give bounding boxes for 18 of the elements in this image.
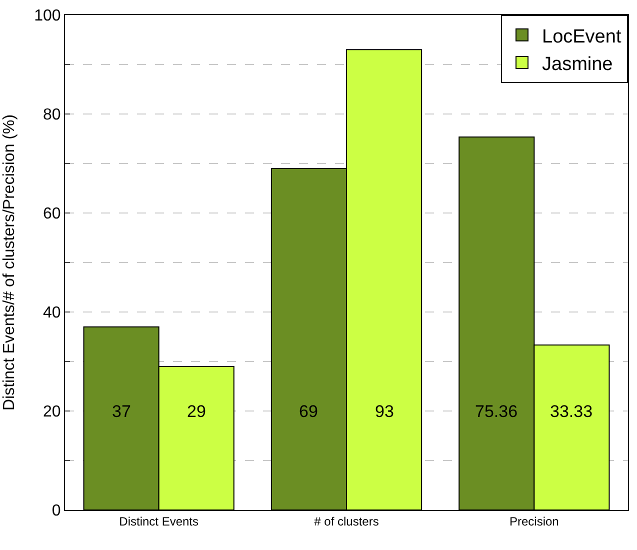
x-tick-label: Distinct Events — [119, 514, 199, 528]
data-label: 33.33 — [550, 402, 593, 421]
data-label: 75.36 — [475, 402, 518, 421]
data-label: 29 — [187, 402, 206, 421]
data-label: 37 — [112, 402, 131, 421]
legend-label: LocEvent — [542, 26, 622, 48]
y-tick-label: 0 — [52, 502, 61, 520]
y-tick-label: 40 — [43, 304, 61, 322]
y-axis-title: Distinct Events/# of clusters/Precision (%) — [0, 114, 18, 411]
data-label: 93 — [375, 402, 394, 421]
legend-label: Jasmine — [542, 54, 613, 75]
x-tick-label: # of clusters — [314, 514, 379, 528]
y-tick-label: 60 — [43, 206, 61, 223]
data-label: 69 — [299, 402, 318, 421]
y-tick-label: 100 — [34, 8, 61, 25]
y-tick-label: 20 — [43, 404, 61, 421]
y-tick-label: 80 — [43, 106, 61, 124]
x-tick-label: Precision — [509, 514, 559, 528]
